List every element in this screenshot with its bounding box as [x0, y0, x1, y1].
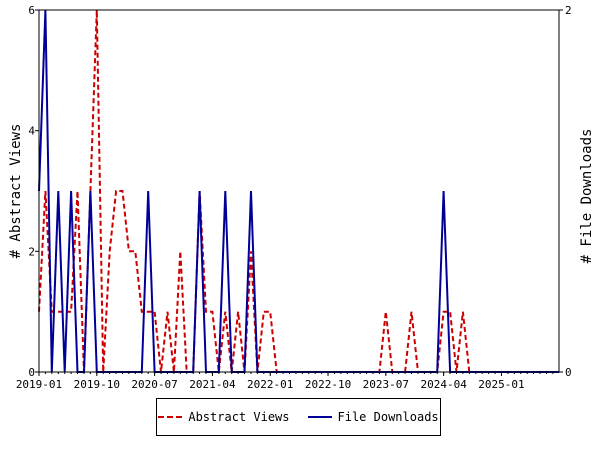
y-left-tick-label-4: 4	[28, 125, 35, 138]
x-tick-label-2020-07: 2020-07	[131, 378, 177, 391]
x-tick-label-2025-01: 2025-01	[478, 378, 524, 391]
x-tick-label-2024-04: 2024-04	[420, 378, 467, 391]
plot-area	[39, 10, 559, 372]
x-tick-label-2019-10: 2019-10	[74, 378, 120, 391]
y-right-tick-label-0: 0	[565, 366, 572, 379]
right-axis-title: # File Downloads	[579, 129, 595, 264]
legend-item-file-downloads: File Downloads	[307, 410, 439, 424]
x-tick-label-2022-10: 2022-10	[305, 378, 351, 391]
legend: Abstract Views File Downloads	[156, 398, 441, 436]
y-left-tick-label-2: 2	[28, 245, 35, 258]
y-left-tick-label-6: 6	[28, 4, 35, 17]
x-tick-label-2023-07: 2023-07	[363, 378, 409, 391]
x-tick-label-2022-01: 2022-01	[247, 378, 293, 391]
x-tick-label-2019-01: 2019-01	[16, 378, 62, 391]
legend-label-file-downloads: File Downloads	[337, 410, 439, 424]
y-left-tick-label-0: 0	[28, 366, 35, 379]
x-tick-label-2021-04: 2021-04	[189, 378, 236, 391]
legend-label-abstract-views: Abstract Views	[188, 410, 290, 424]
legend-swatch-file-downloads	[307, 416, 332, 418]
left-axis-title: # Abstract Views	[8, 124, 24, 259]
legend-swatch-abstract-views	[158, 416, 183, 418]
y-right-tick-label-2: 2	[565, 4, 572, 17]
legend-item-abstract-views: Abstract Views	[158, 410, 290, 424]
ticks-layer: 2019-01 2019-10 2020-07 2021-04 2022-01 2022-…	[16, 4, 572, 391]
